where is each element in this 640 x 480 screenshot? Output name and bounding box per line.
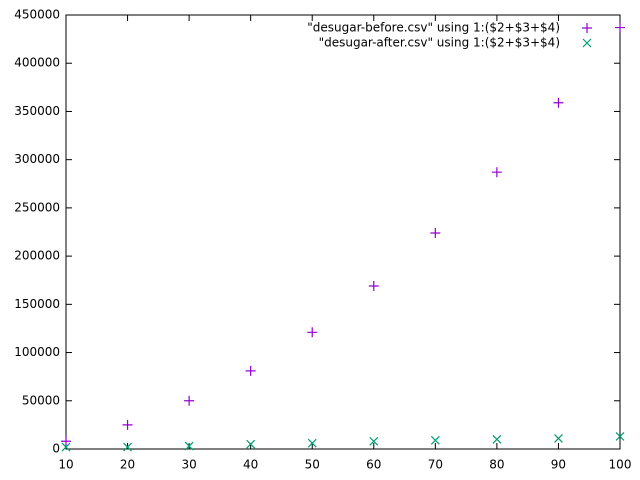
- x-tick-label: 50: [305, 458, 320, 472]
- y-tick-label: 400000: [14, 56, 60, 70]
- x-tick-label: 60: [366, 458, 381, 472]
- point: [491, 167, 502, 178]
- legend-label: "desugar-before.csv" using 1:($2+$3+$4): [307, 21, 560, 35]
- point: [369, 436, 379, 446]
- point: [184, 395, 195, 406]
- x-tick-label: 70: [428, 458, 443, 472]
- point: [61, 442, 71, 452]
- y-tick-label: 450000: [14, 8, 60, 22]
- point: [307, 327, 318, 338]
- point: [554, 433, 563, 443]
- y-tick-label: 0: [52, 442, 60, 456]
- x-tick-label: 10: [58, 458, 73, 472]
- point: [492, 434, 502, 444]
- x-tick-label: 100: [609, 458, 632, 472]
- legend-marker: [582, 38, 592, 48]
- point: [368, 281, 379, 292]
- point: [430, 435, 440, 445]
- point: [615, 22, 625, 33]
- point: [246, 439, 256, 449]
- point: [553, 97, 564, 108]
- x-tick-label: 30: [181, 458, 196, 472]
- plot-border: [65, 14, 621, 450]
- x-tick-label: 90: [551, 458, 566, 472]
- point: [61, 436, 71, 447]
- x-tick-label: 20: [120, 458, 135, 472]
- point: [245, 365, 256, 376]
- legend-marker: [582, 23, 592, 33]
- y-tick-label: 50000: [22, 393, 60, 407]
- point: [122, 419, 133, 430]
- y-tick-label: 300000: [14, 152, 60, 166]
- point: [184, 441, 194, 451]
- y-tick-label: 350000: [14, 104, 60, 118]
- x-tick-label: 40: [243, 458, 258, 472]
- legend-label: "desugar-after.csv" using 1:($2+$3+$4): [319, 36, 560, 50]
- y-tick-label: 200000: [14, 249, 60, 263]
- point: [307, 438, 317, 448]
- point: [615, 432, 625, 441]
- y-tick-label: 150000: [14, 297, 60, 311]
- point: [123, 442, 132, 452]
- point: [430, 227, 441, 238]
- x-tick-label: 80: [489, 458, 504, 472]
- y-tick-label: 250000: [14, 200, 60, 214]
- y-tick-label: 100000: [14, 345, 60, 359]
